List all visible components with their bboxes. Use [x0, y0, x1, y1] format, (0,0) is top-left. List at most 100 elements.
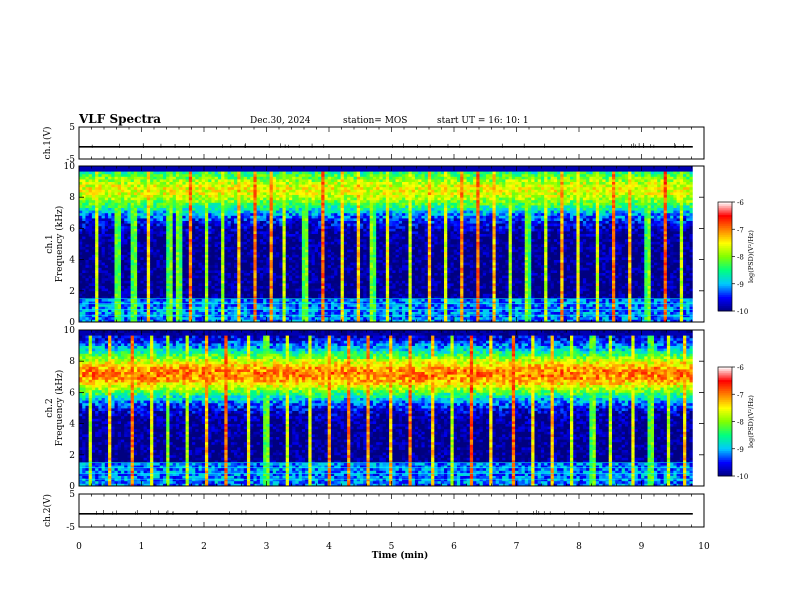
spectrogram-cell: [143, 283, 148, 286]
spectrogram-cell: [214, 296, 219, 299]
spectrogram-cell: [82, 194, 86, 198]
spectrogram-cell: [101, 259, 106, 263]
spectrogram-cell: [324, 316, 329, 320]
spectrogram-cell: [224, 275, 228, 279]
spectrogram-cell: [172, 306, 177, 310]
spectrogram-cell: [111, 298, 115, 302]
spectrogram-cell: [156, 293, 161, 297]
spectrogram-cell: [246, 236, 251, 240]
spectrogram-cell: [95, 316, 99, 320]
spectrogram-cell: [175, 225, 180, 229]
spectrogram-cell: [330, 231, 335, 234]
spectrogram-cell: [143, 303, 148, 307]
spectrogram-cell: [263, 179, 267, 182]
spectrogram-cell: [334, 210, 338, 214]
spectrogram-cell: [166, 301, 170, 305]
spectrogram-cell: [101, 220, 106, 224]
spectrogram-cell: [188, 194, 193, 198]
spectrogram-cell: [195, 171, 199, 175]
spectrogram-cell: [240, 241, 245, 245]
spectrogram-cell: [292, 259, 296, 263]
spectrogram-cell: [266, 186, 270, 190]
spectrogram-cell: [211, 223, 216, 227]
spectrogram-cell: [305, 275, 309, 279]
spectrogram-cell: [130, 166, 135, 169]
spectrogram-cell: [256, 296, 261, 299]
spectrogram-cell: [120, 238, 125, 242]
spectrogram-cell: [237, 223, 241, 227]
spectrogram-cell: [230, 303, 235, 307]
spectrogram-cell: [130, 171, 135, 175]
spectrogram-cell: [156, 311, 161, 315]
spectrogram-cell: [150, 233, 154, 237]
spectrogram-cell: [91, 223, 96, 227]
spectrogram-cell: [175, 212, 180, 216]
spectrogram-cell: [85, 223, 90, 227]
spectrogram-cell: [214, 301, 219, 305]
spectrogram-cell: [101, 223, 106, 227]
spectrogram-cell: [182, 296, 186, 299]
spectrogram-cell: [108, 270, 112, 273]
spectrogram-cell: [156, 194, 161, 198]
spectrogram-cell: [334, 189, 338, 193]
spectrogram-cell: [111, 197, 115, 201]
spectrogram-cell: [240, 293, 245, 297]
spectrogram-cell: [88, 186, 93, 190]
spectrogram-cell: [234, 311, 238, 315]
spectrogram-cell: [185, 173, 190, 177]
spectrogram-cell: [221, 257, 225, 260]
spectrogram-cell: [327, 319, 332, 323]
spectrogram-cell: [272, 290, 277, 294]
spectrogram-cell: [295, 220, 300, 224]
spectrogram-cell: [172, 220, 177, 224]
spectrogram-cell: [208, 241, 212, 245]
spectrogram-cell: [318, 186, 322, 190]
spectrogram-cell: [311, 251, 316, 255]
spectrogram-cell: [259, 228, 264, 232]
spectrogram-cell: [266, 246, 270, 250]
spectrogram-cell: [298, 316, 303, 320]
spectrogram-cell: [224, 173, 228, 177]
spectrogram-cell: [234, 241, 238, 245]
spectrogram-cell: [198, 293, 203, 297]
spectrogram-cell: [140, 249, 145, 253]
spectrogram-cell: [295, 207, 300, 211]
spectrogram-cell: [114, 293, 119, 297]
spectrogram-cell: [217, 238, 222, 242]
spectrogram-cell: [166, 210, 170, 214]
spectrogram-cell: [172, 270, 177, 273]
spectrogram-cell: [146, 277, 151, 281]
spectrogram-cell: [82, 257, 86, 260]
spectrogram-cell: [279, 173, 283, 177]
spectrogram-cell: [201, 205, 206, 208]
spectrogram-cell: [204, 254, 209, 258]
spectrogram-cell: [292, 238, 296, 242]
spectrogram-cell: [204, 290, 209, 294]
spectrogram-cell: [156, 179, 161, 182]
spectrogram-cell: [133, 220, 138, 224]
spectrogram-cell: [120, 233, 125, 237]
spectrogram-cell: [301, 290, 306, 294]
spectrogram-cell: [272, 283, 277, 286]
spectrogram-cell: [195, 296, 199, 299]
spectrogram-cell: [124, 205, 128, 208]
spectrogram-cell: [91, 290, 96, 294]
spectrogram-cell: [204, 275, 209, 279]
spectrogram-cell: [234, 212, 238, 216]
spectrogram-cell: [79, 179, 83, 182]
spectrogram-cell: [120, 220, 125, 224]
spectrogram-cell: [250, 249, 254, 253]
spectrogram-cell: [324, 197, 329, 201]
spectrogram-cell: [98, 296, 103, 299]
spectrogram-cell: [124, 293, 128, 297]
spectrogram-cell: [137, 197, 141, 201]
spectrogram-cell: [120, 194, 125, 198]
spectrogram-cell: [137, 238, 141, 242]
spectrogram-cell: [234, 301, 238, 305]
spectrogram-cell: [204, 189, 209, 193]
spectrogram-cell: [79, 244, 83, 247]
spectrogram-cell: [162, 319, 167, 323]
spectrogram-cell: [240, 168, 245, 172]
spectrogram-cell: [305, 267, 309, 271]
spectrogram-cell: [266, 241, 270, 245]
